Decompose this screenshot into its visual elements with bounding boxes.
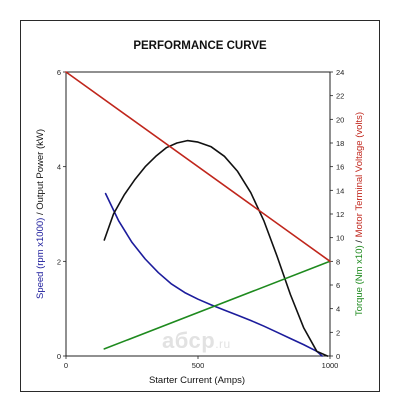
- right-tick-label: 24: [336, 68, 344, 77]
- watermark-text: aбсp: [162, 328, 216, 353]
- left-axis-label-part: Output Power (kW): [35, 129, 46, 210]
- left-tick-label: 2: [57, 257, 61, 266]
- right-axis-label-part: Torque (Nm x10): [354, 245, 365, 316]
- series-speed-line: [104, 192, 323, 357]
- right-tick-label: 10: [336, 234, 344, 243]
- x-tick-label: 0: [64, 361, 68, 370]
- series-lines: [65, 71, 331, 357]
- right-tick-label: 22: [336, 92, 344, 101]
- right-tick-label: 6: [336, 281, 340, 290]
- left-axis-label-part: /: [35, 210, 46, 218]
- left-axis-label: Speed (rpm x1000) / Output Power (kW): [35, 129, 46, 299]
- right-axis-label: Torque (Nm x10) / Motor Terminal Voltage…: [354, 112, 365, 316]
- right-tick-label: 0: [336, 352, 340, 361]
- x-tick-label: 1000: [322, 361, 339, 370]
- right-tick-label: 12: [336, 210, 344, 219]
- plot-area-border: [65, 71, 331, 357]
- right-axis-label-part: /: [354, 237, 365, 245]
- chart-title: PERFORMANCE CURVE: [133, 40, 267, 52]
- right-axis-label-part: Motor Terminal Voltage (volts): [354, 112, 365, 238]
- right-tick-label: 18: [336, 139, 344, 148]
- left-tick-label: 0: [57, 352, 61, 361]
- series-voltage-line: [65, 71, 331, 263]
- watermark-suffix: .ru: [215, 337, 231, 351]
- left-axis-label-part: Speed (rpm x1000): [35, 218, 46, 299]
- watermark: aбсp.ru: [162, 328, 231, 354]
- left-tick-label: 6: [57, 68, 61, 77]
- x-tick-label: 500: [192, 361, 205, 370]
- right-tick-label: 20: [336, 115, 344, 124]
- right-tick-label: 4: [336, 305, 340, 314]
- right-tick-label: 16: [336, 163, 344, 172]
- series-power-line: [103, 139, 329, 357]
- series-torque-line: [103, 260, 331, 350]
- x-axis-label: Starter Current (Amps): [149, 375, 245, 386]
- left-tick-label: 4: [57, 163, 61, 172]
- right-tick-label: 2: [336, 328, 340, 337]
- right-tick-label: 14: [336, 186, 344, 195]
- axes: [65, 71, 331, 357]
- right-tick-label: 8: [336, 257, 340, 266]
